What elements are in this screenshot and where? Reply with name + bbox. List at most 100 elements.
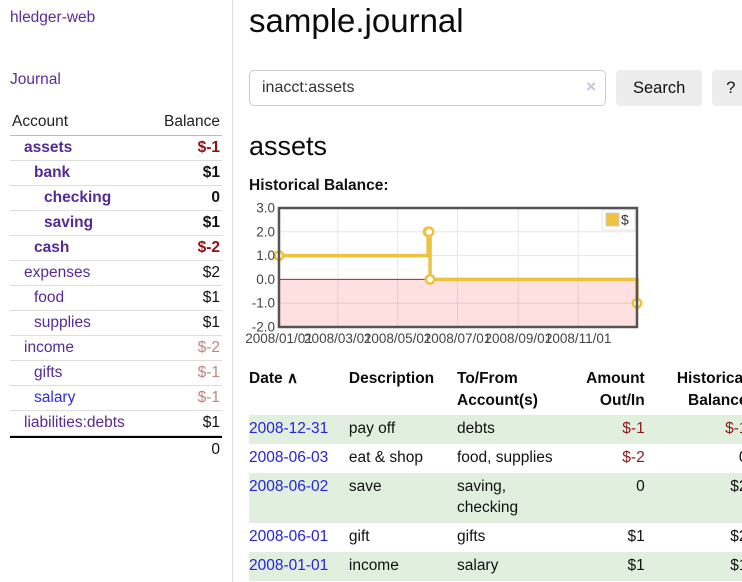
brand-link[interactable]: hledger-web xyxy=(10,9,96,26)
account-balance: $1 xyxy=(202,164,220,181)
account-link[interactable]: liabilities:debts xyxy=(24,414,125,431)
transaction-date-link[interactable]: 2008-12-31 xyxy=(249,420,329,438)
svg-text:2.0: 2.0 xyxy=(256,224,275,239)
account-row-checking: checking 0 xyxy=(10,186,222,211)
account-link[interactable]: food xyxy=(34,289,65,306)
account-balance: $1 xyxy=(202,214,220,231)
account-row-income: income $-2 xyxy=(10,336,222,361)
accounts-table-header: Account Balance xyxy=(10,110,222,136)
register-header-accounts: To/From Account(s) xyxy=(457,370,538,409)
account-row-liabilities-debts: liabilities:debts $1 xyxy=(10,411,222,436)
transaction-amount: $1 xyxy=(627,556,645,574)
account-link[interactable]: income xyxy=(24,339,74,356)
search-bar: × Search ? xyxy=(249,70,742,106)
account-balance: $-2 xyxy=(197,239,220,256)
svg-text:0.0: 0.0 xyxy=(256,272,275,287)
search-help-button[interactable]: ? xyxy=(712,70,742,106)
account-balance: $-1 xyxy=(197,389,220,406)
transaction-balance: $2 xyxy=(730,528,742,546)
transaction-date-link[interactable]: 2008-06-03 xyxy=(249,449,329,467)
account-balance: $-2 xyxy=(197,339,220,356)
register-row: 2008-01-01 income salary $1 $1 xyxy=(249,551,742,581)
account-link[interactable]: cash xyxy=(34,239,70,256)
chart-canvas: $3.0 2.0 1.0 0.0 -1.0 -2.02008/01/012008/03/0… xyxy=(245,201,643,346)
account-link[interactable]: gifts xyxy=(34,364,63,381)
transaction-description: pay off xyxy=(348,420,396,438)
svg-text:-2.0: -2.0 xyxy=(252,320,275,335)
main-content: sample.journal × Search ? assets Histori… xyxy=(233,0,742,582)
sidebar-item-journal[interactable]: Journal xyxy=(10,71,61,88)
chart-heading: Historical Balance: xyxy=(249,177,389,194)
transaction-amount: $-2 xyxy=(622,449,645,467)
transaction-description: eat & shop xyxy=(348,449,423,467)
app-brand: hledger-web xyxy=(10,9,222,27)
accounts-total-row: 0 xyxy=(10,436,222,462)
transaction-accounts: gifts xyxy=(457,528,486,546)
account-row-saving: saving $1 xyxy=(10,211,222,236)
account-balance: $1 xyxy=(202,414,220,431)
svg-text:2008/09/01: 2008/09/01 xyxy=(485,331,553,346)
transaction-date-link[interactable]: 2008-01-01 xyxy=(249,556,329,574)
sort-ascending-icon: ∧ xyxy=(286,370,299,387)
transaction-date-link[interactable]: 2008-06-02 xyxy=(249,477,329,495)
register-row: 2008-06-01 gift gifts $1 $2 xyxy=(249,523,742,552)
account-column-header: Account xyxy=(12,113,69,130)
account-row-supplies: supplies $1 xyxy=(10,311,222,336)
historical-balance-chart: $3.0 2.0 1.0 0.0 -1.0 -2.0 2008/01/01 2008/03/0… xyxy=(245,201,742,349)
account-row-gifts: gifts $-1 xyxy=(10,361,222,386)
register-header-amount: Amount Out/In xyxy=(586,370,645,409)
transaction-description: income xyxy=(348,556,399,574)
transaction-accounts: debts xyxy=(457,420,495,438)
account-link[interactable]: salary xyxy=(34,389,76,406)
register-header-row: Date ∧ Description To/From Account(s) Am… xyxy=(249,365,742,415)
svg-text:2008/03/01: 2008/03/01 xyxy=(304,331,372,346)
account-row-bank: bank $1 xyxy=(10,161,222,186)
account-heading: assets xyxy=(249,131,328,161)
transaction-amount: 0 xyxy=(636,477,645,495)
account-balance: $2 xyxy=(202,264,220,281)
account-link[interactable]: expenses xyxy=(24,264,91,281)
register-header-balance: Historical Balance xyxy=(676,370,742,409)
clear-search-icon[interactable]: × xyxy=(586,77,596,96)
account-link[interactable]: checking xyxy=(44,189,112,206)
svg-text:2008/11/01: 2008/11/01 xyxy=(545,331,612,346)
svg-text:$: $ xyxy=(621,212,629,228)
svg-text:2008/07/01: 2008/07/01 xyxy=(424,331,492,346)
transaction-description: save xyxy=(348,477,382,495)
account-row-expenses: expenses $2 xyxy=(10,261,222,286)
search-button[interactable]: Search xyxy=(616,70,703,106)
transaction-balance: $2 xyxy=(730,477,742,495)
transaction-accounts: saving, checking xyxy=(457,477,519,517)
accounts-table: Account Balance assets $-1 bank $1 check… xyxy=(10,110,222,462)
account-balance: $1 xyxy=(202,289,220,306)
account-link[interactable]: saving xyxy=(44,214,94,231)
transaction-balance: 0 xyxy=(655,444,742,473)
svg-text:1.0: 1.0 xyxy=(256,248,275,263)
register-row: 2008-06-02 save saving, checking 0 $2 xyxy=(249,472,742,524)
account-row-cash: cash $-2 xyxy=(10,236,222,261)
account-balance: $-1 xyxy=(197,364,220,381)
transaction-accounts: food, supplies xyxy=(457,449,553,467)
svg-text:2008/01/01: 2008/01/01 xyxy=(245,331,313,346)
search-input[interactable] xyxy=(249,70,606,106)
register-row: 2008-12-31 pay off debts $-1 $-1 xyxy=(249,415,742,445)
register-header-date[interactable]: Date ∧ xyxy=(249,370,299,387)
transaction-date-link[interactable]: 2008-06-01 xyxy=(249,528,329,546)
register-header-description: Description xyxy=(348,370,435,387)
transaction-balance: $-1 xyxy=(725,420,742,438)
account-balance: 0 xyxy=(211,189,220,206)
sidebar-nav: Journal xyxy=(10,71,222,89)
transaction-amount: $-1 xyxy=(622,420,645,438)
transaction-amount: $1 xyxy=(627,528,645,546)
svg-text:2008/05/01: 2008/05/01 xyxy=(364,331,432,346)
sidebar: hledger-web Journal Account Balance asse… xyxy=(0,0,233,582)
account-link[interactable]: bank xyxy=(34,164,71,181)
transaction-balance: $1 xyxy=(730,556,742,574)
account-row-assets: assets $-1 xyxy=(10,136,222,161)
account-row-salary: salary $-1 xyxy=(10,386,222,411)
account-link[interactable]: supplies xyxy=(34,314,91,331)
svg-text:-1.0: -1.0 xyxy=(252,296,275,311)
account-link[interactable]: assets xyxy=(24,139,73,156)
accounts-total-value: 0 xyxy=(211,441,220,458)
